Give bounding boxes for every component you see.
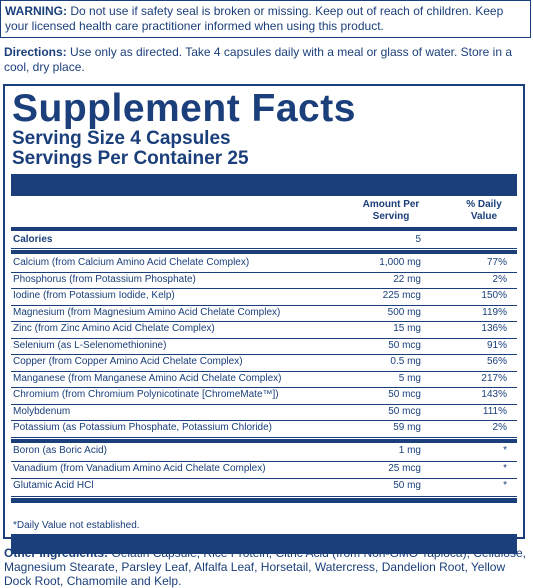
warning-box: WARNING: Do not use if safety seal is br…	[0, 0, 531, 38]
serving-size: Serving Size 4 Capsules	[12, 128, 231, 149]
supplement-facts-panel: Supplement Facts Serving Size 4 Capsules…	[3, 84, 525, 554]
nutrient-row: Selenium (as L-Selenomethionine) 50 mcg 91…	[11, 339, 517, 355]
nutrient-row: Molybdenum 50 mcg 111%	[11, 405, 517, 421]
other-ingredients: Other Ingredients: Gelatin Capsule, Rice…	[4, 546, 529, 588]
calories-label: Calories	[13, 234, 53, 245]
footnote: *Daily Value not established.	[13, 520, 140, 531]
nutrient-row: Vanadium (from Vanadium Amino Acid Chela…	[11, 462, 517, 479]
group-divider	[11, 439, 517, 443]
nutrient-daily-value: 56%	[486, 356, 507, 367]
footer-divider	[11, 498, 517, 503]
bottom-bar	[11, 534, 517, 554]
nutrient-daily-value: *	[503, 480, 507, 491]
nutrient-daily-value: *	[503, 462, 507, 474]
nutrient-daily-value: 2%	[492, 273, 507, 285]
nutrient-daily-value: 111%	[482, 405, 507, 417]
nutrient-amount: 1 mg	[398, 445, 421, 456]
nutrient-name: Magnesium (from Magnesium Amino Acid Che…	[13, 306, 281, 318]
nutrient-row: Iodine (from Potassium Iodide, Kelp) 225 …	[11, 289, 517, 306]
nutrient-row: Potassium (as Potassium Phosphate, Potas…	[11, 421, 517, 438]
nutrient-name: Glutamic Acid HCl	[13, 480, 94, 491]
nutrient-daily-value: 91%	[486, 339, 507, 351]
nutrient-daily-value: 2%	[492, 422, 507, 433]
nutrient-name: Copper (from Copper Amino Acid Chelate C…	[13, 356, 243, 367]
calories-divider	[11, 250, 517, 254]
nutrient-row: Copper (from Copper Amino Acid Chelate C…	[11, 355, 517, 372]
directions: Directions: Use only as directed. Take 4…	[4, 45, 529, 75]
nutrient-daily-value: 143%	[481, 389, 507, 400]
directions-text: Use only as directed. Take 4 capsules da…	[4, 45, 513, 74]
nutrient-amount: 50 mcg	[388, 389, 421, 400]
nutrient-name: Chromium (from Chromium Polynicotinate […	[13, 389, 279, 400]
nutrient-name: Molybdenum	[13, 405, 71, 417]
nutrient-amount: 22 mg	[393, 273, 421, 285]
amount-per-serving-header: Amount Per Serving	[362, 199, 420, 222]
nutrient-row: Manganese (from Manganese Amino Acid Che…	[11, 372, 517, 388]
nutrient-daily-value: 136%	[481, 323, 507, 334]
daily-value-header: % Daily Value	[466, 199, 502, 222]
nutrient-row: Phosphorus (from Potassium Phosphate) 22 …	[11, 273, 517, 289]
nutrient-name: Vanadium (from Vanadium Amino Acid Chela…	[13, 462, 266, 474]
nutrient-amount: 59 mg	[393, 422, 421, 433]
nutrient-row: Glutamic Acid HCl 50 mg *	[11, 479, 517, 497]
nutrient-amount: 5 mg	[398, 372, 421, 384]
warning-text: Do not use if safety seal is broken or m…	[5, 4, 504, 33]
nutrient-amount: 225 mcg	[382, 290, 421, 301]
nutrient-daily-value: 119%	[482, 306, 507, 318]
nutrient-amount: 500 mg	[387, 306, 421, 318]
header-bar	[11, 174, 517, 196]
nutrient-amount: 15 mg	[393, 323, 421, 334]
nutrient-daily-value: 217%	[481, 372, 507, 384]
nutrient-daily-value: 150%	[481, 290, 507, 301]
nutrient-name: Zinc (from Zinc Amino Acid Chelate Compl…	[13, 323, 215, 334]
nutrient-daily-value: *	[503, 445, 507, 456]
nutrient-amount: 50 mg	[393, 480, 421, 491]
nutrient-name: Iodine (from Potassium Iodide, Kelp)	[13, 290, 175, 301]
nutrient-amount: 50 mcg	[388, 405, 421, 417]
nutrient-name: Calcium (from Calcium Amino Acid Chelate…	[13, 257, 250, 268]
nutrient-name: Manganese (from Manganese Amino Acid Che…	[13, 372, 282, 384]
warning-label: WARNING:	[5, 4, 67, 18]
nutrient-amount: 50 mcg	[388, 339, 421, 351]
directions-label: Directions:	[4, 45, 67, 59]
nutrient-amount: 25 mcg	[388, 462, 421, 474]
nutrient-row: Zinc (from Zinc Amino Acid Chelate Compl…	[11, 322, 517, 339]
nutrient-daily-value: 77%	[486, 257, 507, 268]
nutrient-name: Phosphorus (from Potassium Phosphate)	[13, 273, 196, 285]
nutrient-row: Chromium (from Chromium Polynicotinate […	[11, 388, 517, 405]
nutrient-row: Calcium (from Calcium Amino Acid Chelate…	[11, 256, 517, 273]
header-divider	[11, 227, 517, 231]
calories-row: Calories 5	[11, 233, 517, 249]
facts-title: Supplement Facts	[12, 87, 356, 130]
other-ingredients-text: Gelatin Capsule, Rice Protein, Citric Ac…	[4, 546, 526, 588]
nutrient-name: Selenium (as L-Selenomethionine)	[13, 339, 167, 351]
nutrient-row: Boron (as Boric Acid) 1 mg *	[11, 444, 517, 462]
servings-per-container: Servings Per Container 25	[12, 148, 249, 169]
nutrient-name: Potassium (as Potassium Phosphate, Potas…	[13, 422, 273, 433]
other-ingredients-label: Other Ingredients:	[4, 546, 109, 560]
nutrient-row: Magnesium (from Magnesium Amino Acid Che…	[11, 306, 517, 322]
nutrient-amount: 1,000 mg	[379, 257, 421, 268]
nutrient-name: Boron (as Boric Acid)	[13, 445, 107, 456]
nutrient-amount: 0.5 mg	[390, 356, 421, 367]
calories-amount: 5	[415, 234, 421, 245]
